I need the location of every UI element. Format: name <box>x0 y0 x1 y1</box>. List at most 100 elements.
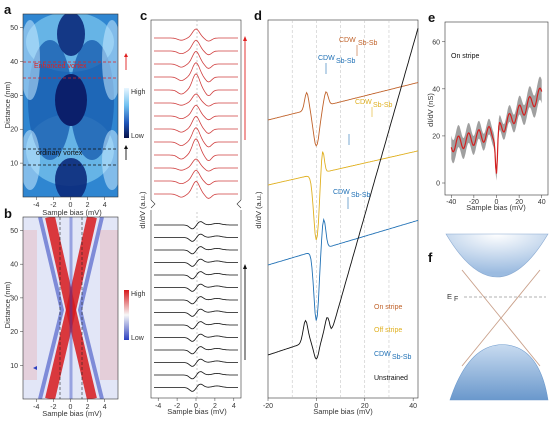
panel-b-xticks: -4 -2 0 2 4 <box>33 399 107 411</box>
panel-e: e On stripe dI/dV (nS) 0 20 40 60 -40 -20 0 20… <box>426 10 549 212</box>
xtick-label: 4 <box>103 202 107 209</box>
xtick-label: 4 <box>232 403 236 410</box>
xtick-label: 20 <box>515 199 523 206</box>
spectrum-line <box>154 321 238 330</box>
ytick-label: 20 <box>10 329 18 336</box>
xtick-label: 4 <box>103 404 107 411</box>
panel-c-xlabel: Sample bias (mV) <box>167 407 227 416</box>
panel-b-colorbar <box>124 290 129 340</box>
spectrum-line <box>154 296 238 305</box>
spectrum-line <box>154 271 238 280</box>
cdw-annotation-1: CDW Sb-Sb <box>339 37 378 56</box>
xtick-label: -4 <box>33 202 39 209</box>
xtick-label: 20 <box>361 403 369 410</box>
panel-d-xticks: -20 0 20 40 <box>263 398 417 410</box>
spectrum-line <box>154 73 238 97</box>
xtick-label: 0 <box>194 403 198 410</box>
panel-b-yticks: 10 20 30 40 50 <box>10 228 23 370</box>
spectrum-line <box>154 308 238 317</box>
spectrum-line <box>154 283 238 292</box>
panel-d-legend: On stripe Off stripe CDW Sb-Sb Unstraine… <box>374 304 412 382</box>
panel-c-spectra <box>154 28 238 392</box>
legend-on-stripe: On stripe <box>374 304 403 311</box>
panel-a-colorbar <box>124 88 129 138</box>
spectrum-line <box>154 62 238 83</box>
xtick-label: 40 <box>409 403 417 410</box>
spectrum-line <box>154 169 238 186</box>
spectrum-line <box>154 93 238 107</box>
panel-f: f E F <box>428 233 549 401</box>
panel-c: c dI/dV (a.u.) -4 -2 0 2 4 Sample bias (mV) <box>138 8 247 416</box>
spectrum-line <box>154 371 238 380</box>
svg-text:Sb-Sb: Sb-Sb <box>351 192 371 199</box>
panel-d-label: d <box>254 8 262 23</box>
panel-c-label: c <box>140 8 147 23</box>
panel-e-xlabel: Sample bias (mV) <box>466 203 526 212</box>
ytick-label: 40 <box>10 262 18 269</box>
ytick-label: 30 <box>10 93 18 100</box>
ytick-label: 30 <box>10 295 18 302</box>
cdw-annotation-3: CDW Sb-Sb <box>348 99 393 145</box>
xtick-label: -20 <box>263 403 273 410</box>
panel-a-xticks: -4 -2 0 2 4 <box>33 197 107 209</box>
panel-c-xticks: -4 -2 0 2 4 <box>155 398 236 410</box>
ytick-label: 10 <box>10 161 18 168</box>
spectrum-line <box>154 246 238 255</box>
panel-b-label: b <box>4 206 12 221</box>
spectrum-line <box>154 333 238 342</box>
spectrum-line <box>154 50 238 69</box>
svg-text:CDW: CDW <box>333 189 350 196</box>
xtick-label: 0 <box>69 202 73 209</box>
spectrum-line <box>154 158 238 172</box>
spectrum-line <box>267 28 419 360</box>
enhanced-vortex-annotation: Enhanced vortex <box>34 63 87 70</box>
panel-a-ylabel: Distance (nm) <box>3 81 12 128</box>
spectrum-line <box>154 138 238 162</box>
spectrum-line <box>154 28 238 42</box>
panel-b-ylabel: Distance (nm) <box>3 281 12 328</box>
panel-a-map <box>23 14 118 197</box>
panel-d-ylabel: dI/dV (a.u.) <box>254 191 263 229</box>
spectrum-line <box>267 150 419 241</box>
xtick-label: -40 <box>446 199 456 206</box>
svg-text:Sb-Sb: Sb-Sb <box>336 58 356 65</box>
fermi-subscript: F <box>454 296 458 303</box>
xtick-label: -20 <box>469 199 479 206</box>
panel-e-label: e <box>428 10 435 25</box>
spectrum-line <box>154 358 238 367</box>
xtick-label: -2 <box>174 403 180 410</box>
legend-unstrained: Unstrained <box>374 375 408 382</box>
legend-cdw: CDW <box>374 351 391 358</box>
spectrum-line <box>154 115 238 134</box>
xtick-label: 40 <box>538 199 546 206</box>
spectrum-line <box>154 258 238 267</box>
panel-b-xlabel: Sample bias (mV) <box>42 409 102 418</box>
ordinary-vortex-annotation: ordinary vortex <box>36 150 83 157</box>
ytick-label: 40 <box>432 86 440 93</box>
panel-e-yticks: 0 20 40 60 <box>432 39 445 188</box>
panel-a: a Enhanced vortex ordinary vortex Distan… <box>3 2 146 217</box>
panel-f-label: f <box>428 250 433 265</box>
spectrum-line <box>154 180 238 199</box>
panel-b-colorbar-high: High <box>131 291 146 298</box>
upper-band <box>445 233 549 278</box>
svg-text:CDW: CDW <box>339 37 356 44</box>
panel-e-xticks: -40 -20 0 20 40 <box>446 195 546 206</box>
spectrum-line <box>154 127 238 148</box>
panel-e-spectrum <box>450 76 543 181</box>
spectrum-line <box>267 82 419 147</box>
spectrum-line <box>154 233 238 242</box>
dirac-line-2 <box>461 269 541 367</box>
xtick-label: 2 <box>86 404 90 411</box>
xtick-label: -2 <box>50 202 56 209</box>
legend-cdw-sub: Sb-Sb <box>392 354 412 361</box>
xtick-label: -4 <box>33 404 39 411</box>
panel-c-ylabel: dI/dV (a.u.) <box>138 191 147 229</box>
svg-text:CDW: CDW <box>318 55 335 62</box>
spectrum-line <box>154 104 238 121</box>
xtick-label: -2 <box>50 404 56 411</box>
panel-b-map <box>23 217 118 399</box>
ytick-label: 10 <box>10 363 18 370</box>
panel-a-colorbar-low: Low <box>131 133 145 140</box>
